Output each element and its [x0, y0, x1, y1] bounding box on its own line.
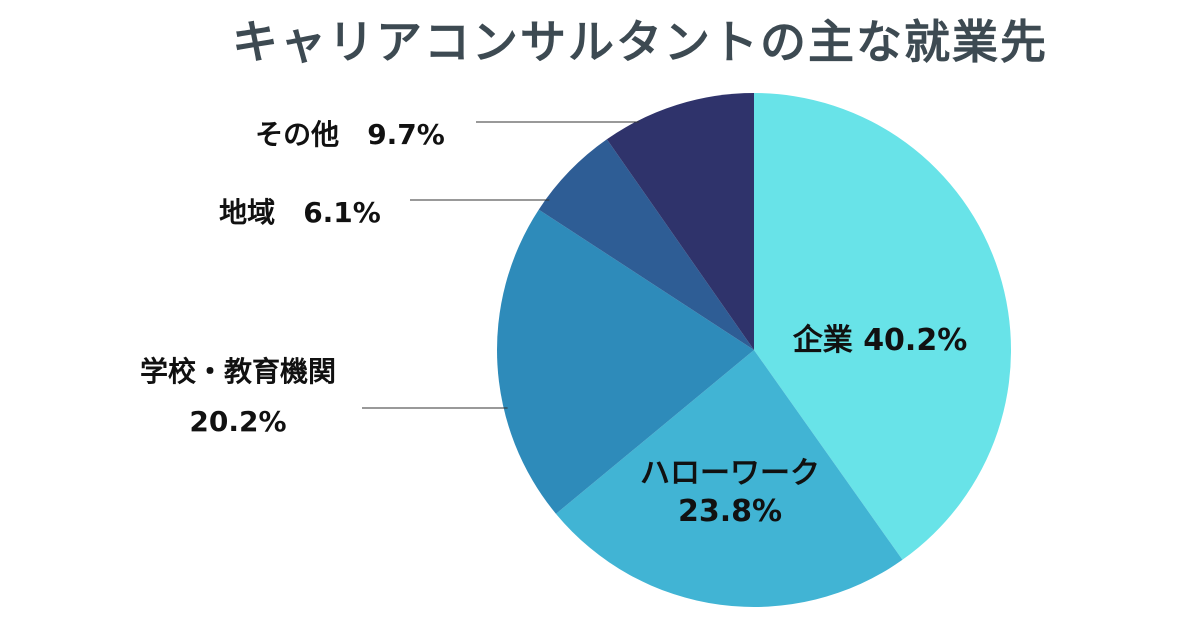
slice-label: 学校・教育機関 — [140, 355, 336, 388]
chart-title: キャリアコンサルタントの主な就業先 — [232, 15, 1048, 69]
slice-label: ハローワーク — [640, 456, 820, 491]
slice-name-label: 地域 — [219, 196, 275, 229]
slice-label: 地域 6.1% — [219, 196, 381, 229]
slice-value-label: 20.2% — [189, 405, 286, 438]
slice-name-label: 学校・教育機関 — [140, 355, 336, 388]
pie-slice — [555, 350, 903, 608]
slice-value-label: 40.2% — [863, 323, 967, 358]
slice-label: 20.2% — [189, 405, 286, 438]
pie-slice — [538, 139, 754, 350]
slice-value-label: 9.7% — [367, 118, 445, 151]
label-spacer — [275, 196, 303, 229]
pie-slice — [606, 93, 754, 350]
slice-label: 企業 40.2% — [793, 323, 968, 358]
slice-value-label: 6.1% — [303, 196, 381, 229]
label-spacer — [853, 323, 863, 358]
slice-name-label: ハローワーク — [640, 456, 820, 491]
pie-slice — [497, 209, 754, 514]
pie-slice — [754, 93, 1012, 560]
leader-lines — [362, 121, 640, 409]
slice-name-label: 企業 — [793, 323, 853, 358]
slice-label: 23.8% — [678, 494, 782, 529]
slice-name-label: その他 — [255, 118, 339, 151]
slice-label: その他 9.7% — [255, 118, 445, 151]
slice-value-label: 23.8% — [678, 494, 782, 529]
pie-slices — [497, 93, 1012, 608]
label-spacer — [339, 118, 367, 151]
